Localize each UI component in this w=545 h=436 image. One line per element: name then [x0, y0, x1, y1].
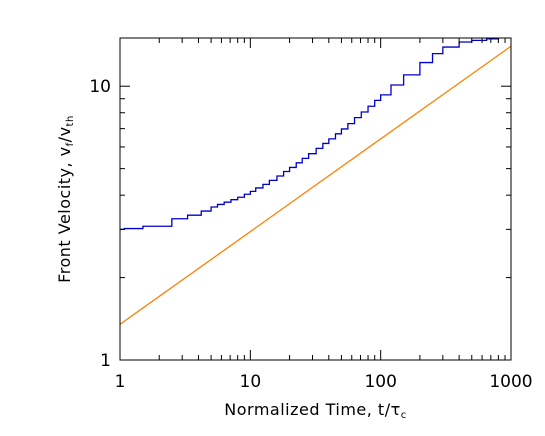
- series-line-2: [120, 45, 511, 325]
- x-axis-label: Normalized Time, t/τc: [224, 400, 406, 421]
- y-axis-label: Front Velocity, vf/vth: [55, 115, 76, 283]
- plot-frame: [119, 37, 512, 361]
- ticks-layer: [119, 38, 512, 361]
- series-line-1: [120, 38, 500, 231]
- y-tick-label: 10: [89, 77, 111, 97]
- x-tick-label: 100: [364, 372, 396, 392]
- x-tick-label: 10: [240, 372, 262, 392]
- tick-labels-layer: 1 10 100 1000 1 10: [89, 77, 532, 392]
- x-tick-label: 1000: [489, 372, 532, 392]
- y-tick-label: 1: [100, 351, 111, 371]
- series-layer: [120, 38, 511, 325]
- x-tick-label: 1: [115, 372, 126, 392]
